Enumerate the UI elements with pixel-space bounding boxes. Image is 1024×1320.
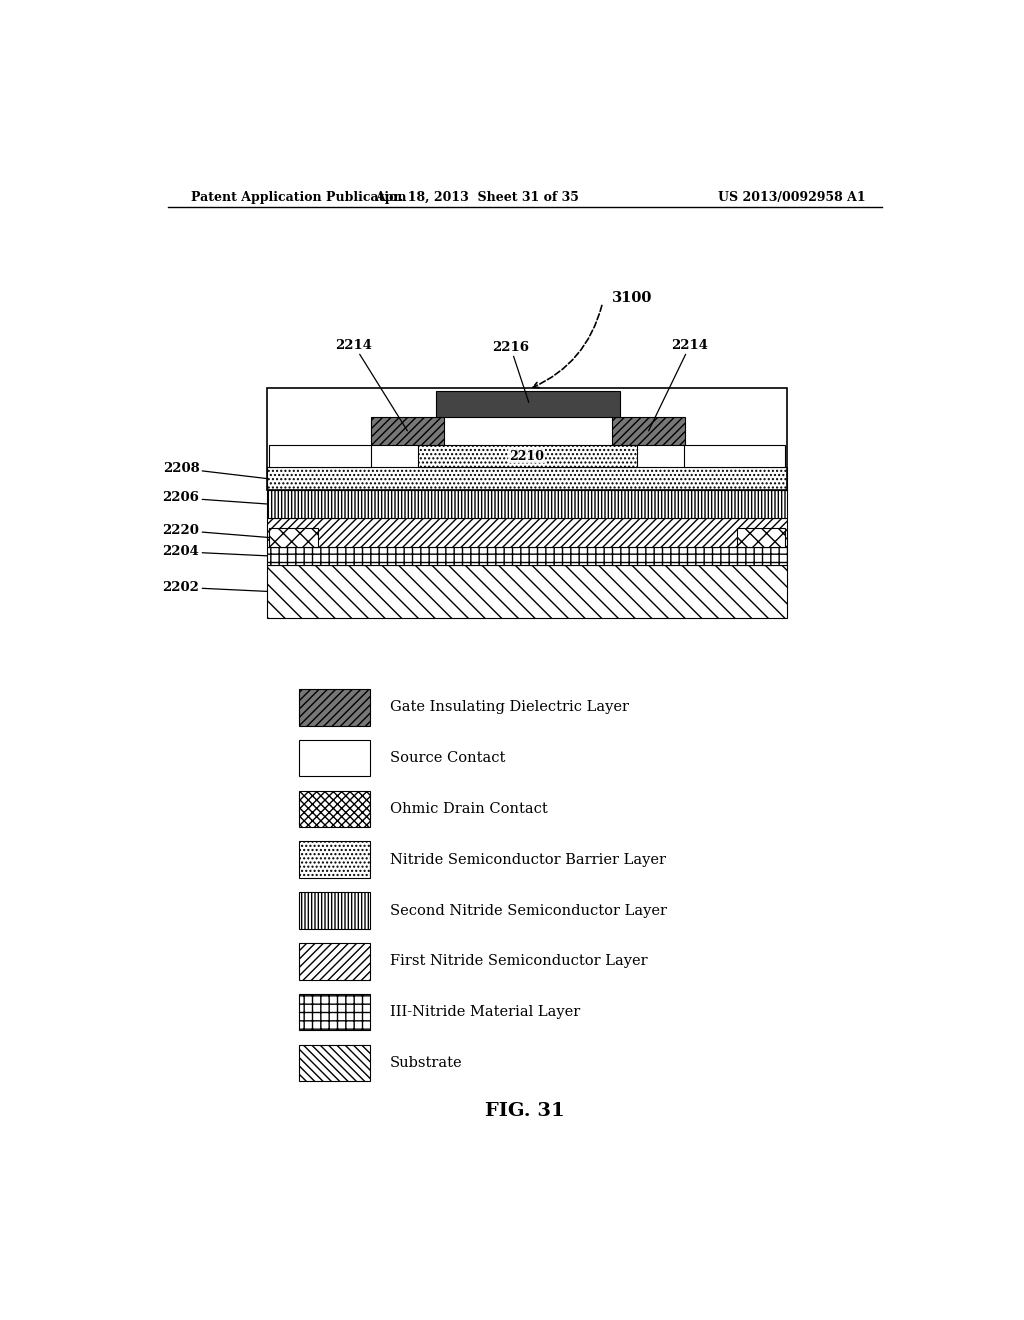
Bar <box>299 791 370 828</box>
Text: Apr. 18, 2013  Sheet 31 of 35: Apr. 18, 2013 Sheet 31 of 35 <box>375 191 580 203</box>
Bar <box>612 417 685 445</box>
Text: III-Nitride Material Layer: III-Nitride Material Layer <box>390 1005 581 1019</box>
Bar <box>299 689 370 726</box>
Bar <box>267 519 786 546</box>
Bar <box>267 546 786 565</box>
Text: 2206: 2206 <box>163 491 267 504</box>
Text: Ohmic Drain Contact: Ohmic Drain Contact <box>390 801 548 816</box>
Bar <box>269 528 318 546</box>
Bar <box>267 565 786 618</box>
Text: First Nitride Semiconductor Layer: First Nitride Semiconductor Layer <box>390 954 647 969</box>
Bar <box>299 1044 370 1081</box>
Bar <box>419 445 637 467</box>
Text: Patent Application Publication: Patent Application Publication <box>191 191 407 203</box>
Bar <box>267 388 786 490</box>
Text: US 2013/0092958 A1: US 2013/0092958 A1 <box>719 191 866 203</box>
Text: 2214: 2214 <box>336 338 408 430</box>
Bar <box>371 417 443 445</box>
Text: Gate Insulating Dielectric Layer: Gate Insulating Dielectric Layer <box>390 700 629 714</box>
Text: 2214: 2214 <box>648 338 709 430</box>
Text: 2204: 2204 <box>163 545 267 558</box>
Bar <box>269 445 371 467</box>
Text: 2220: 2220 <box>163 524 269 537</box>
Text: 2202: 2202 <box>163 581 267 594</box>
Bar <box>299 994 370 1031</box>
Bar <box>299 739 370 776</box>
Text: 2210: 2210 <box>509 450 544 463</box>
Text: Second Nitride Semiconductor Layer: Second Nitride Semiconductor Layer <box>390 903 667 917</box>
Bar <box>436 391 621 417</box>
Bar <box>684 445 785 467</box>
Text: FIG. 31: FIG. 31 <box>485 1102 564 1119</box>
Bar <box>299 892 370 929</box>
Text: Substrate: Substrate <box>390 1056 463 1071</box>
Text: 2216: 2216 <box>492 341 529 403</box>
Text: 3100: 3100 <box>612 290 652 305</box>
Bar <box>737 528 785 546</box>
Text: Nitride Semiconductor Barrier Layer: Nitride Semiconductor Barrier Layer <box>390 853 666 867</box>
Text: 2208: 2208 <box>163 462 267 479</box>
Bar <box>299 942 370 979</box>
Bar <box>267 490 786 519</box>
Bar <box>267 467 786 490</box>
Bar <box>299 841 370 878</box>
Text: Source Contact: Source Contact <box>390 751 505 766</box>
